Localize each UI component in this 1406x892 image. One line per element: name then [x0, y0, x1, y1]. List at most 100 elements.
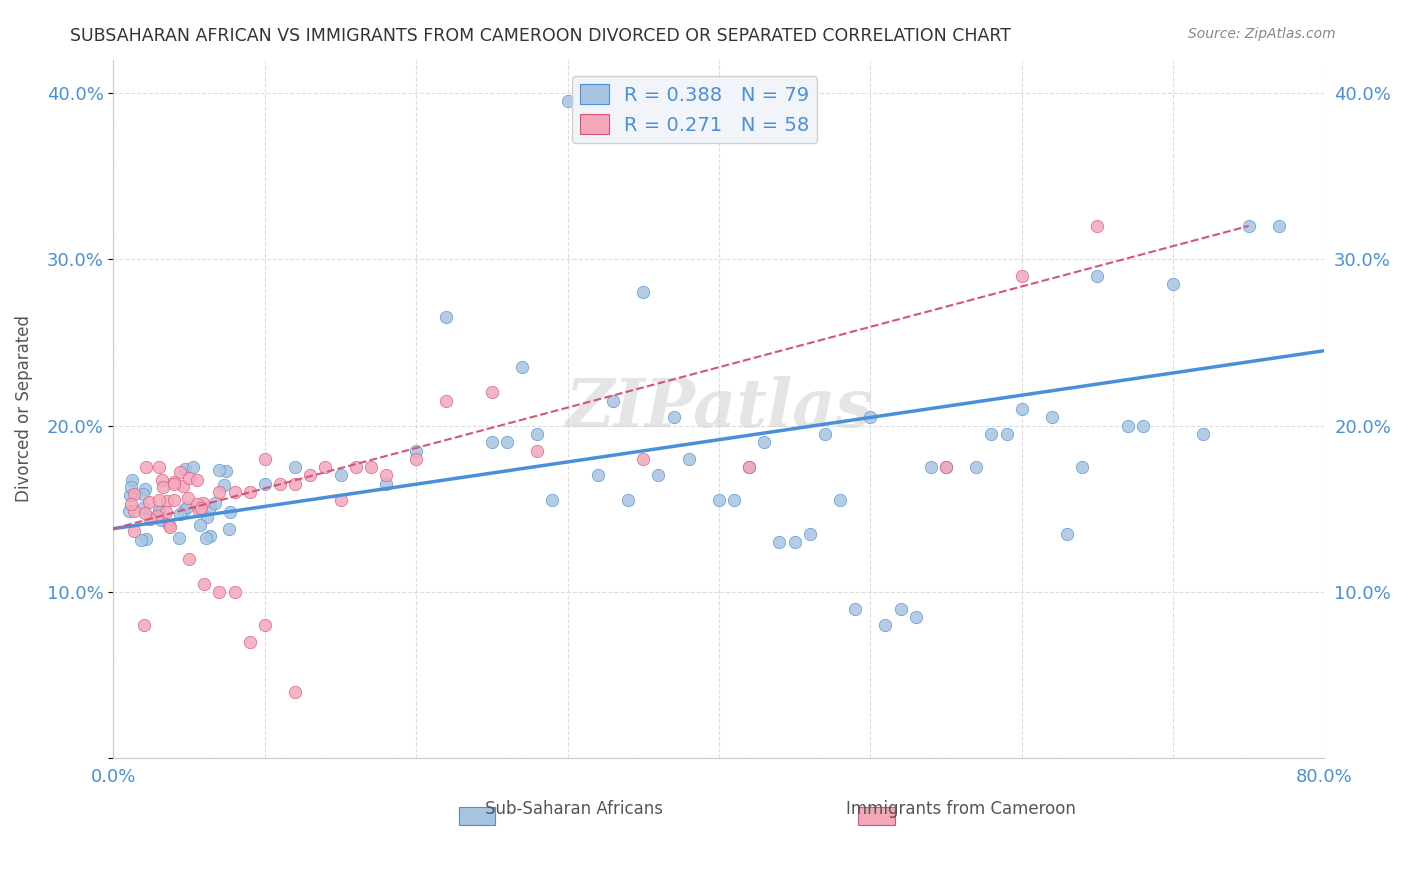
Text: Source: ZipAtlas.com: Source: ZipAtlas.com: [1188, 27, 1336, 41]
Point: [253, 618, 276, 632]
Point: [134, 483, 156, 497]
Point: [1192, 426, 1215, 441]
Point: [179, 471, 201, 485]
Point: [783, 535, 806, 549]
Point: [799, 526, 821, 541]
Point: [738, 460, 761, 475]
Point: [132, 618, 155, 632]
Point: [253, 451, 276, 466]
Point: [481, 435, 503, 450]
Point: [995, 426, 1018, 441]
Point: [218, 522, 240, 536]
Point: [1011, 401, 1033, 416]
Point: [208, 585, 231, 599]
Point: [159, 520, 181, 534]
Point: [844, 601, 866, 615]
Point: [186, 474, 208, 488]
Point: [204, 496, 226, 510]
Point: [541, 493, 564, 508]
Point: [155, 494, 177, 508]
Point: [617, 493, 640, 508]
Point: [224, 585, 246, 599]
Point: [557, 94, 579, 108]
Point: [132, 487, 155, 501]
Point: [193, 576, 215, 591]
Point: [314, 460, 336, 475]
Point: [167, 531, 190, 545]
Point: [157, 518, 180, 533]
Point: [405, 451, 427, 466]
Point: [186, 497, 208, 511]
Point: [120, 497, 142, 511]
Point: [152, 480, 174, 494]
Point: [208, 485, 231, 500]
Point: [436, 310, 458, 325]
Point: [146, 508, 169, 523]
Point: [172, 479, 194, 493]
Point: [633, 451, 655, 466]
Point: [198, 500, 221, 515]
FancyBboxPatch shape: [858, 807, 894, 824]
Point: [176, 491, 198, 506]
Text: ZIPatlas: ZIPatlas: [565, 376, 873, 442]
Point: [814, 426, 837, 441]
Text: SUBSAHARAN AFRICAN VS IMMIGRANTS FROM CAMEROON DIVORCED OR SEPARATED CORRELATION: SUBSAHARAN AFRICAN VS IMMIGRANTS FROM CA…: [70, 27, 1011, 45]
Point: [163, 493, 186, 508]
Point: [181, 460, 204, 475]
Point: [120, 488, 142, 502]
Point: [148, 505, 170, 519]
Point: [859, 410, 882, 425]
Point: [875, 618, 897, 632]
Legend: R = 0.388   N = 79, R = 0.271   N = 58: R = 0.388 N = 79, R = 0.271 N = 58: [572, 77, 817, 143]
FancyBboxPatch shape: [458, 807, 495, 824]
Point: [1161, 277, 1184, 292]
Point: [118, 503, 141, 517]
Point: [1071, 460, 1094, 475]
Point: [828, 493, 851, 508]
Point: [179, 551, 201, 566]
Point: [1040, 410, 1063, 425]
Point: [920, 460, 942, 475]
Point: [173, 503, 195, 517]
Point: [169, 465, 191, 479]
Point: [121, 473, 143, 487]
Point: [374, 468, 396, 483]
Point: [138, 495, 160, 509]
Point: [738, 460, 761, 475]
Text: Immigrants from Cameroon: Immigrants from Cameroon: [846, 800, 1076, 818]
Point: [707, 493, 730, 508]
Point: [195, 510, 218, 524]
Point: [526, 443, 548, 458]
Point: [150, 473, 173, 487]
Point: [602, 393, 624, 408]
Point: [1056, 526, 1078, 541]
Point: [1011, 268, 1033, 283]
Point: [132, 501, 155, 516]
Point: [965, 460, 987, 475]
Point: [1132, 418, 1154, 433]
Point: [496, 435, 519, 450]
Point: [163, 476, 186, 491]
Point: [219, 504, 242, 518]
Point: [723, 493, 745, 508]
Point: [124, 524, 146, 538]
Point: [935, 460, 957, 475]
Point: [1085, 219, 1108, 233]
Point: [329, 493, 352, 508]
Point: [191, 496, 214, 510]
Point: [405, 443, 427, 458]
Point: [360, 460, 382, 475]
Point: [120, 480, 142, 494]
Point: [768, 535, 790, 549]
Point: [754, 435, 776, 450]
Point: [329, 468, 352, 483]
Point: [208, 463, 231, 477]
Point: [678, 451, 700, 466]
Point: [122, 504, 145, 518]
Point: [1116, 418, 1139, 433]
Point: [188, 504, 211, 518]
Point: [526, 426, 548, 441]
Point: [1085, 268, 1108, 283]
Point: [890, 601, 912, 615]
Point: [633, 285, 655, 300]
